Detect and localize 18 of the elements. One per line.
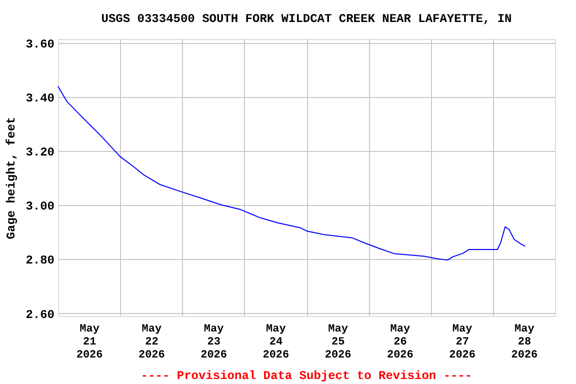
x-tick-label: May 21 2026 <box>76 324 103 362</box>
y-tick-label: 2.60 <box>26 308 54 322</box>
y-tick-label: 3.20 <box>26 146 54 160</box>
line-series <box>58 86 526 261</box>
y-tick-label: 2.80 <box>26 254 54 268</box>
y-tick-label: 3.40 <box>26 92 54 106</box>
y-tick-label: 3.00 <box>26 200 54 214</box>
x-tick-label: May 23 2026 <box>200 324 228 362</box>
x-tick-label: May 22 2026 <box>138 324 165 362</box>
text: ---- Provisional Data Subject to Revision ---- <box>140 369 472 383</box>
y-tick-label: 3.60 <box>26 38 54 52</box>
x-tick-label: May 26 2026 <box>386 324 414 362</box>
x-tick-label: May 25 2026 <box>324 324 352 362</box>
x-tick-label: May 28 2026 <box>511 324 538 362</box>
x-tick-label: May 24 2026 <box>262 324 290 362</box>
chart-title: USGS 03334500 SOUTH FORK WILDCAT CREEK NEAR LAFAYETTE, IN <box>101 12 512 26</box>
y-axis-title: Gage height, feet <box>4 116 19 240</box>
x-tick-label: May 27 2026 <box>449 324 476 362</box>
